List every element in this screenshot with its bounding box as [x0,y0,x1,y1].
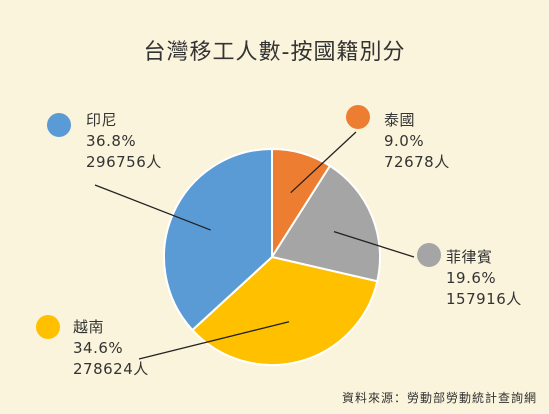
slice-count-philippines: 157916人 [446,290,522,308]
slice-count-indonesia: 296756人 [86,153,162,171]
slice-percent-indonesia: 36.8% [86,132,137,150]
legend-dot-thailand [346,105,370,129]
legend-dot-vietnam [36,315,60,339]
pie-slice-philippines [270,164,381,283]
slice-percent-philippines: 19.6% [446,269,497,287]
label-block-thailand: 泰國 9.0% 72678人 [384,110,450,173]
slice-count-vietnam: 278624人 [73,360,149,378]
slice-count-thailand: 72678人 [384,153,450,171]
pie-slice-vietnam [191,255,379,366]
slice-label-philippines: 菲律賓 [446,248,493,266]
chart-title: 台灣移工人數-按國籍別分 [143,40,406,65]
slice-percent-thailand: 9.0% [384,132,425,150]
label-block-indonesia: 印尼 36.8% 296756人 [86,110,162,173]
leader-line-indonesia [94,184,211,231]
label-block-vietnam: 越南 34.6% 278624人 [73,317,149,380]
legend-dot-philippines [417,243,441,267]
pie-slice-indonesia [163,147,273,332]
label-block-philippines: 菲律賓 19.6% 157916人 [446,247,522,310]
leader-line-philippines [333,231,415,258]
source-note: 資料來源：勞動部勞動統計查詢網 [341,391,537,405]
legend-dot-indonesia [47,113,71,137]
slice-label-indonesia: 印尼 [86,111,118,129]
slice-label-thailand: 泰國 [384,111,416,129]
leader-line-thailand [290,131,357,194]
slice-percent-vietnam: 34.6% [73,339,124,357]
slice-label-vietnam: 越南 [73,318,105,336]
leader-line-vietnam [138,321,290,360]
